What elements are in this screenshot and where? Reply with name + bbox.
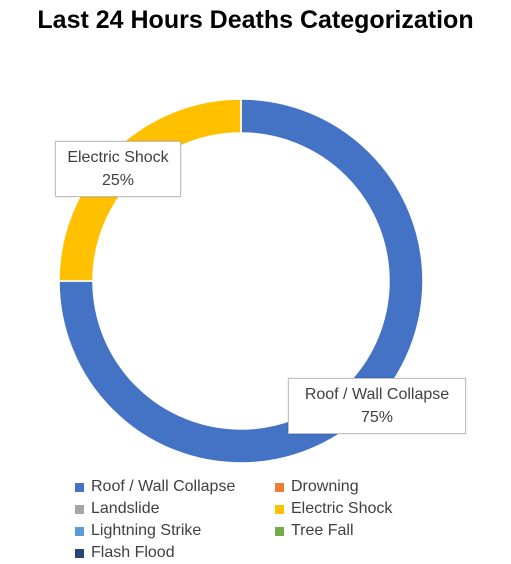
legend-swatch <box>275 482 284 492</box>
slice-roof-wall-collapse <box>58 98 424 464</box>
data-label-category: Electric Shock <box>67 149 169 166</box>
legend-swatch <box>75 526 84 536</box>
data-label-electric-shock: Electric Shock 25% <box>55 141 181 197</box>
legend-item: Electric Shock <box>275 498 435 520</box>
legend-swatch <box>75 548 84 558</box>
legend-label: Roof / Wall Collapse <box>91 478 236 495</box>
data-label-value: 75% <box>360 409 394 426</box>
legend-swatch <box>275 504 284 514</box>
legend: Roof / Wall Collapse Drowning Landslide Ele… <box>75 476 435 564</box>
legend-swatch <box>75 482 84 492</box>
legend-label: Drowning <box>291 478 359 495</box>
legend-label: Landslide <box>91 500 160 517</box>
data-label-roof-wall-collapse: Roof / Wall Collapse 75% <box>288 378 466 434</box>
legend-label: Tree Fall <box>291 522 354 539</box>
legend-item: Drowning <box>275 476 435 498</box>
legend-label: Flash Flood <box>91 544 175 561</box>
legend-label: Lightning Strike <box>91 522 202 539</box>
legend-item: Flash Flood <box>75 542 275 564</box>
legend-label: Electric Shock <box>291 500 393 517</box>
legend-swatch <box>275 526 284 536</box>
legend-swatch <box>75 504 84 514</box>
legend-item: Lightning Strike <box>75 520 275 542</box>
legend-item: Roof / Wall Collapse <box>75 476 275 498</box>
chart-title: Last 24 Hours Deaths Categorization <box>37 6 474 34</box>
data-label-value: 25% <box>101 172 135 189</box>
data-label-category: Roof / Wall Collapse <box>304 386 450 403</box>
legend-item: Tree Fall <box>275 520 435 542</box>
legend-item: Landslide <box>75 498 275 520</box>
